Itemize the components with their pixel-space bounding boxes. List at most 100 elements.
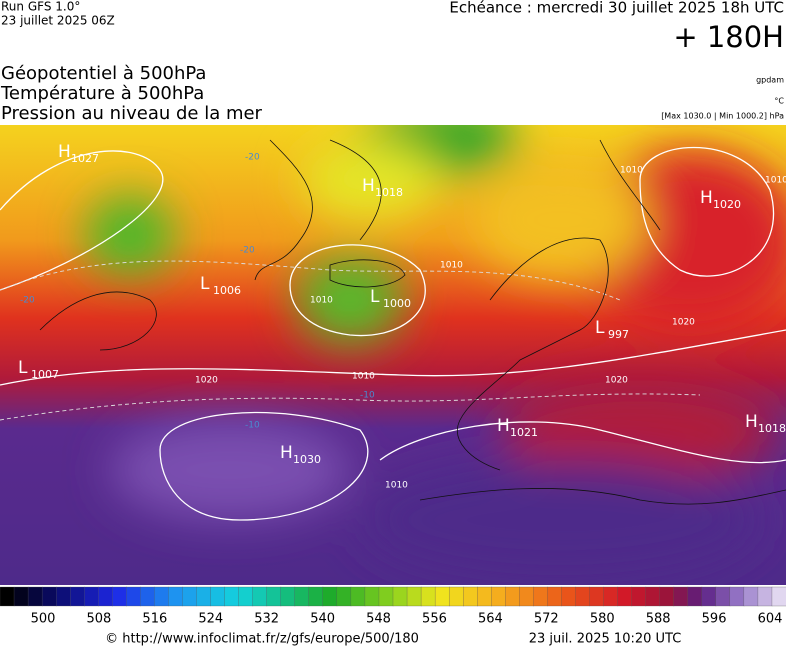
timestamp: 23 juil. 2025 10:20 UTC — [529, 632, 682, 647]
center-value: 1018 — [758, 422, 786, 435]
colorbar-swatch — [505, 586, 520, 607]
source: © http://www.infoclimat.fr/z/gfs/europe/… — [105, 632, 419, 647]
colorbar-swatch — [378, 586, 394, 607]
colorbar-swatch — [491, 586, 506, 607]
colorbar-swatch — [322, 586, 338, 607]
center-letter: L — [370, 287, 380, 307]
colorbar-swatch — [294, 586, 310, 607]
colorbar-swatch — [70, 586, 85, 607]
isotherms — [0, 260, 701, 421]
map — [0, 125, 786, 585]
colorbar-swatch — [182, 586, 197, 607]
colorbar-swatch — [154, 586, 169, 607]
isobars — [0, 147, 786, 521]
colorbar-swatch — [238, 586, 254, 607]
colorbar-swatch — [477, 586, 492, 607]
colorbar-tick-label: 540 — [310, 612, 335, 627]
center-value: 1018 — [375, 186, 403, 199]
colorbar-tick-label: 532 — [254, 612, 279, 627]
forecast: Echéance : mercredi 30 juillet 2025 18h … — [449, 0, 784, 17]
colorbar-swatch — [55, 586, 71, 607]
colorbar-tick-label: 524 — [198, 612, 223, 627]
contour-label: 1010 — [385, 481, 408, 491]
colorbar-swatch — [112, 586, 127, 607]
colorbar-swatch — [140, 586, 155, 607]
colorbar-swatch — [561, 586, 576, 607]
run: Run GFS 1.0° — [1, 0, 80, 14]
colorbar-tick-label: 572 — [534, 612, 559, 627]
contour-label: 1010 — [440, 261, 463, 271]
colorbar: 500 508 516 524 532 540 548 556 564 572 580 588 596 6… — [0, 586, 786, 627]
colorbar-tick-label: 548 — [366, 612, 391, 627]
colorbar-swatch — [126, 586, 141, 607]
contour-label: 1020 — [672, 318, 695, 328]
contour-label: -10 — [360, 391, 375, 401]
colorbar-swatch — [350, 586, 366, 607]
colorbar-swatch — [27, 586, 43, 607]
center-value: 1006 — [213, 284, 241, 297]
colorbar-swatch — [533, 586, 548, 607]
colorbar-swatch — [617, 586, 633, 607]
colorbar-swatch — [547, 586, 562, 607]
center-letter: H — [497, 416, 510, 436]
colorbar-swatch — [406, 586, 422, 607]
center-value: 1020 — [713, 198, 741, 211]
colorbar-swatch — [420, 586, 436, 607]
colorbar-swatch — [448, 586, 464, 607]
contour-label: 1010 — [765, 176, 786, 186]
colorbar-swatch — [336, 586, 352, 607]
colorbar-swatch — [715, 586, 731, 607]
center-value: 1027 — [71, 152, 99, 165]
colorbar-swatch — [701, 586, 717, 607]
colorbar-swatch — [743, 586, 759, 607]
center-value: 1021 — [510, 426, 538, 439]
contour-label: -20 — [240, 246, 255, 256]
colorbar-swatch — [168, 586, 183, 607]
colorbar-swatch — [434, 586, 450, 607]
center-letter: H — [700, 188, 713, 208]
colorbar-tick-label: 580 — [590, 612, 615, 627]
colorbar-swatch — [280, 586, 296, 607]
contour-label: 1010 — [310, 296, 333, 306]
colorbar-tick-label: 604 — [758, 612, 783, 627]
center-value: 1030 — [293, 453, 321, 466]
colorbar-swatch — [364, 586, 380, 607]
colorbar-swatch — [757, 586, 773, 607]
center-letter: L — [18, 358, 28, 378]
colorbar-swatch — [575, 586, 590, 607]
center-letter: H — [745, 412, 758, 432]
center-value: 997 — [608, 328, 629, 341]
colorbar-tick-label: 564 — [478, 612, 503, 627]
colorbar-swatch — [196, 586, 211, 607]
colorbar-swatch — [266, 586, 282, 607]
unit: [Max 1030.0 | Min 1000.2] hPa — [661, 112, 784, 121]
colorbar-swatch — [659, 586, 675, 607]
colorbar-swatch — [98, 586, 113, 607]
colorbar-swatch — [645, 586, 661, 607]
contour-label: 1020 — [195, 376, 218, 386]
colorbar-swatch — [84, 586, 99, 607]
center-letter: H — [362, 176, 375, 196]
colorbar-tick-label: 556 — [422, 612, 447, 627]
contour-label: -10 — [245, 421, 260, 431]
contour-label: -20 — [245, 153, 260, 163]
colorbar-swatch — [224, 586, 240, 607]
colorbar-tick-label: 500 — [31, 612, 56, 627]
colorbar-tick-label: 508 — [87, 612, 112, 627]
contour-label: -20 — [20, 296, 35, 306]
colorbar-swatch — [252, 586, 268, 607]
colorbar-swatch — [463, 586, 478, 607]
unit: °C — [774, 97, 784, 106]
center-letter: H — [280, 443, 293, 463]
center-letter: H — [58, 142, 71, 162]
header: Run GFS 1.0° 23 juillet 2025 06Z Echéanc… — [0, 0, 784, 124]
colorbar-swatch — [392, 586, 408, 607]
colorbar-tick-label: 588 — [646, 612, 671, 627]
colorbar-swatch — [308, 586, 324, 607]
colorbar-swatch — [210, 586, 226, 607]
title: Géopotentiel à 500hPa — [1, 63, 206, 84]
contour-label: 1010 — [352, 372, 375, 382]
colorbar-swatch — [771, 586, 786, 607]
